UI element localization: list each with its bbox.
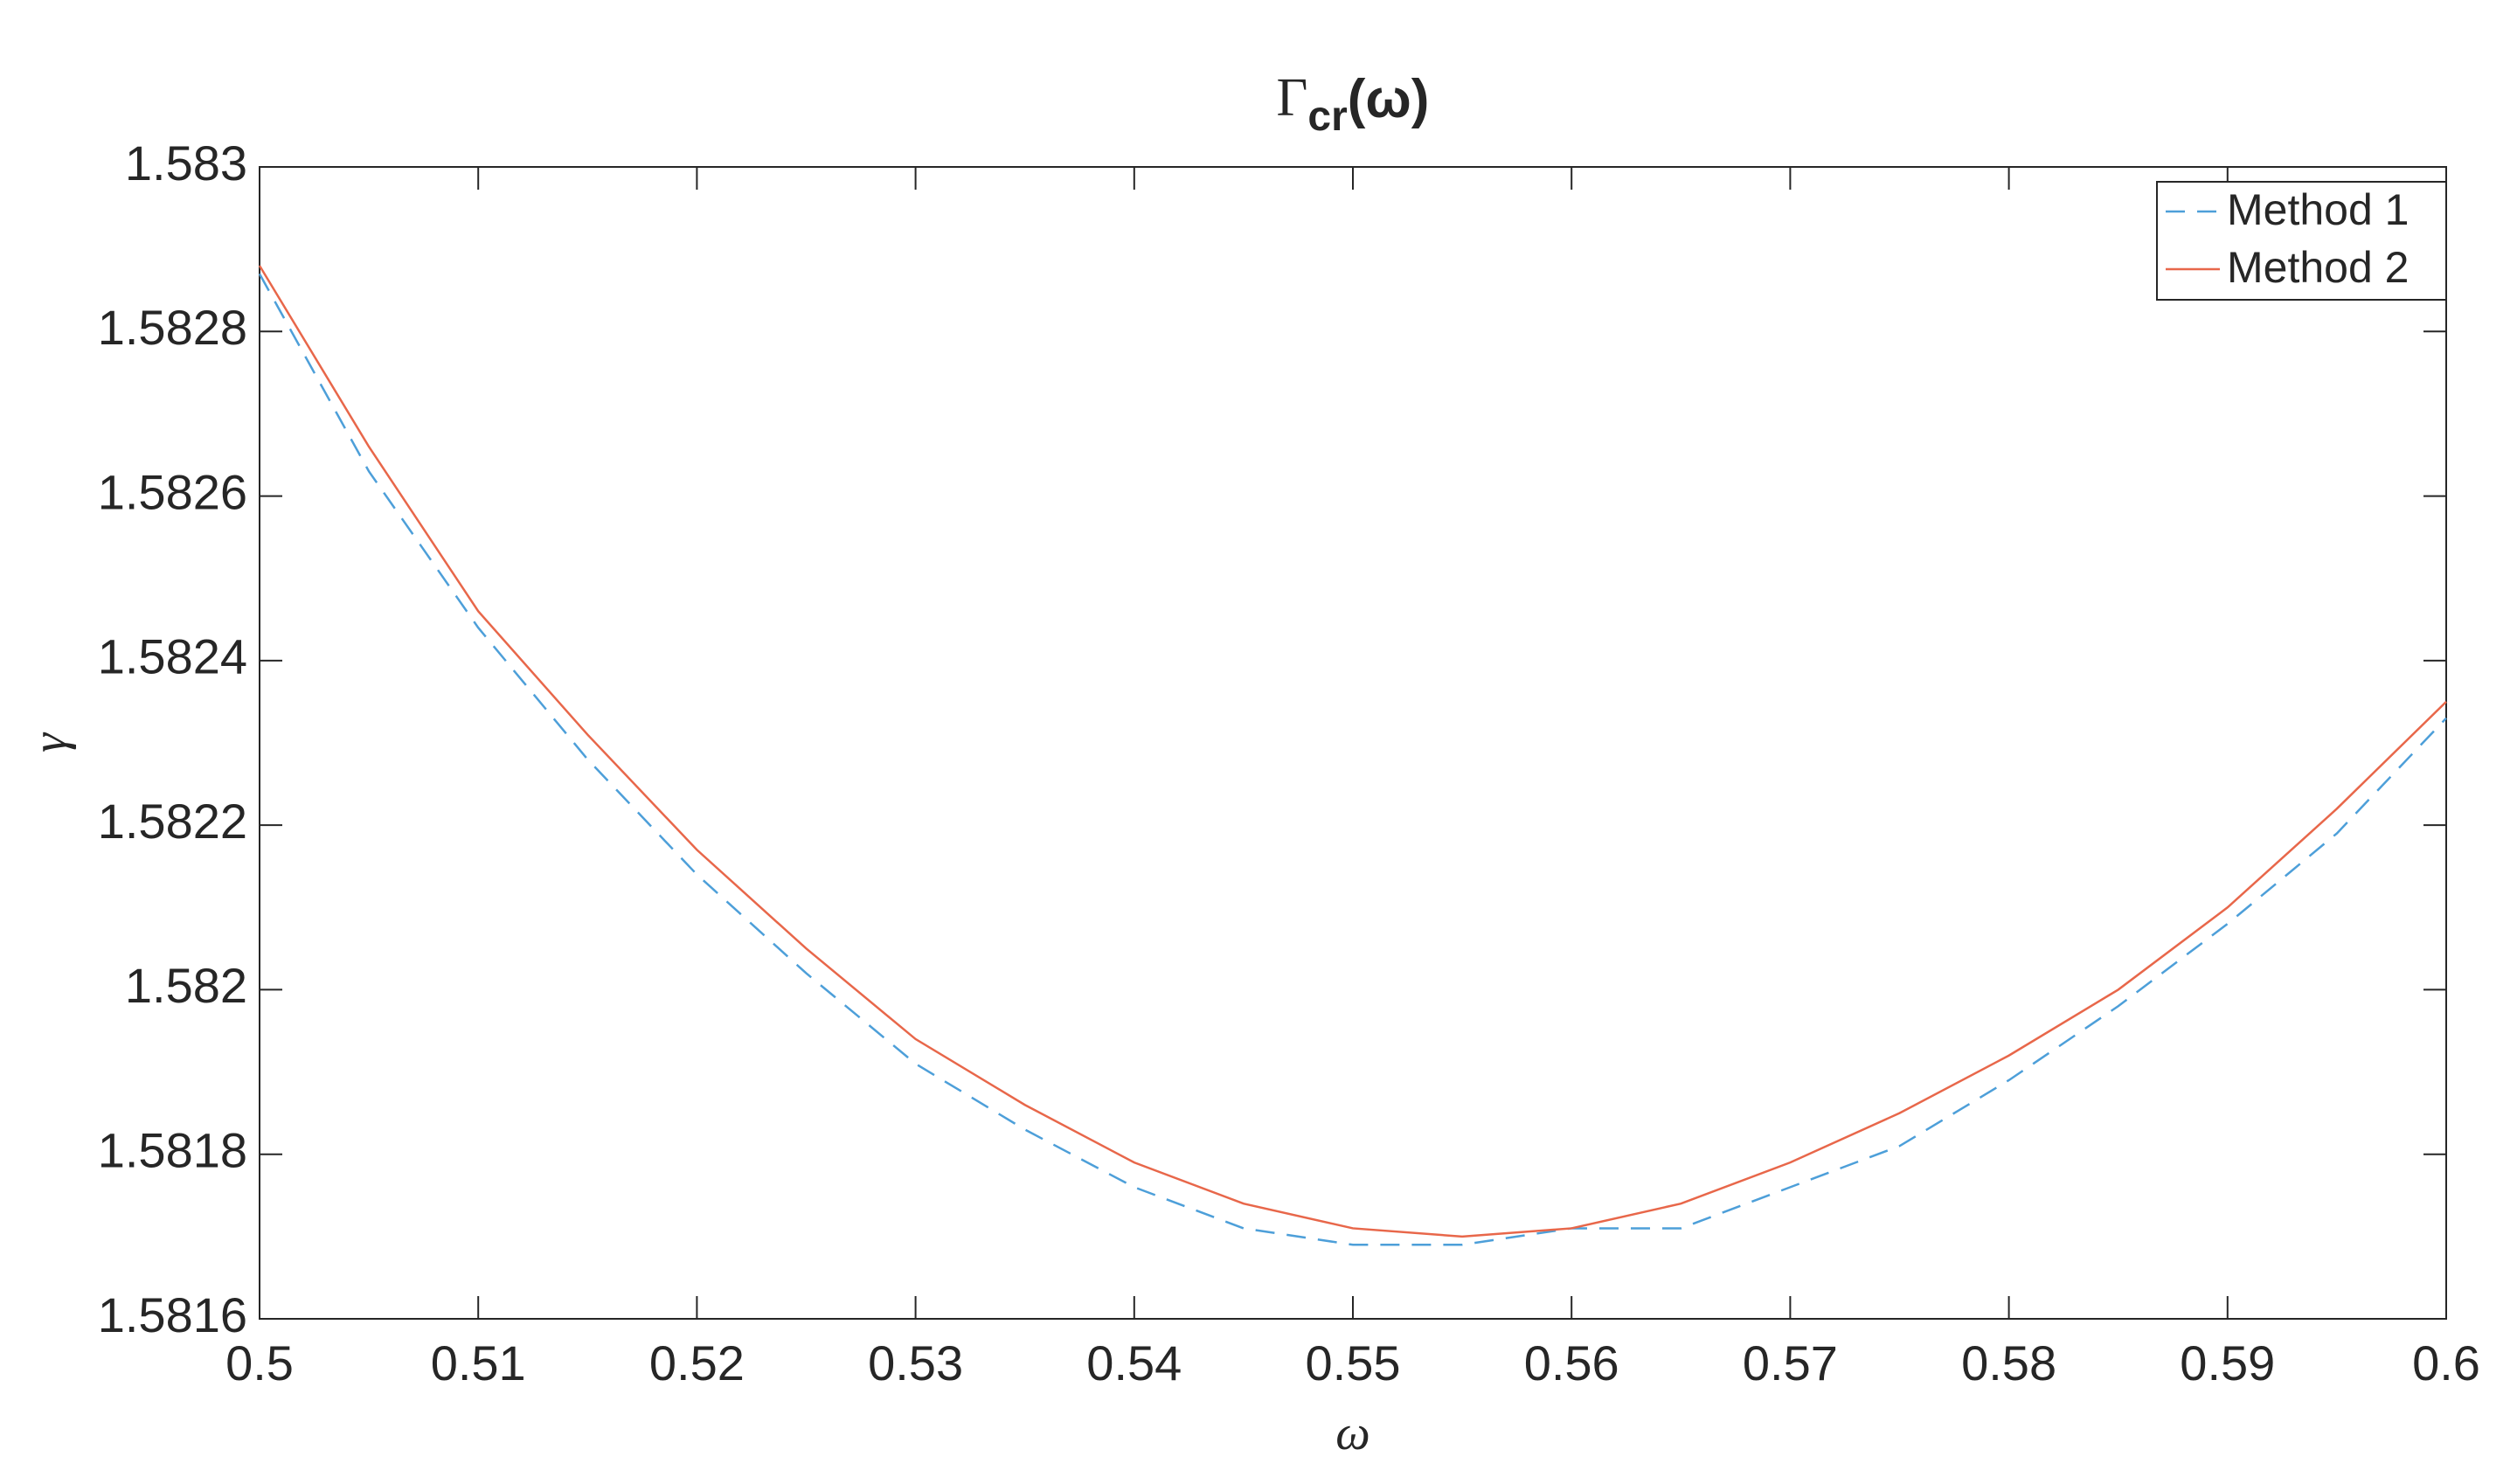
y-tick-label: 1.5818 xyxy=(98,1123,247,1178)
y-tick-label: 1.5824 xyxy=(98,629,247,684)
x-tick-label: 0.56 xyxy=(1524,1335,1619,1390)
y-tick-label: 1.5828 xyxy=(98,300,247,355)
chart-title: Γcr(ω) xyxy=(1277,68,1430,139)
x-tick-label: 0.52 xyxy=(649,1335,745,1390)
legend-label: Method 1 xyxy=(2227,185,2409,234)
x-tick-label: 0.51 xyxy=(431,1335,526,1390)
y-tick-label: 1.5816 xyxy=(98,1287,247,1342)
series-line xyxy=(258,273,2447,1246)
y-tick-label: 1.5826 xyxy=(98,464,247,519)
plot-area xyxy=(259,166,2447,1320)
x-tick-label: 0.59 xyxy=(2180,1335,2275,1390)
x-tick-label: 0.5 xyxy=(225,1335,294,1390)
y-tick-label: 1.5822 xyxy=(98,794,247,849)
legend-box xyxy=(2156,181,2447,301)
y-tick-label: 1.583 xyxy=(125,135,247,191)
series-line xyxy=(258,265,2447,1238)
x-axis-label: ω xyxy=(1335,1406,1370,1460)
y-tick-label: 1.582 xyxy=(125,958,247,1013)
legend-label: Method 2 xyxy=(2227,243,2409,292)
x-tick-label: 0.53 xyxy=(868,1335,963,1390)
x-tick-label: 0.6 xyxy=(2412,1335,2480,1390)
x-tick-label: 0.57 xyxy=(1743,1335,1838,1390)
title-base: Γ xyxy=(1277,68,1308,128)
x-tick-label: 0.54 xyxy=(1086,1335,1182,1390)
x-tick-label: 0.58 xyxy=(1961,1335,2056,1390)
x-tick-label: 0.55 xyxy=(1306,1335,1401,1390)
y-axis-label: γ xyxy=(23,732,77,752)
title-suffix: (ω) xyxy=(1348,69,1430,129)
title-subscript: cr xyxy=(1307,94,1347,140)
